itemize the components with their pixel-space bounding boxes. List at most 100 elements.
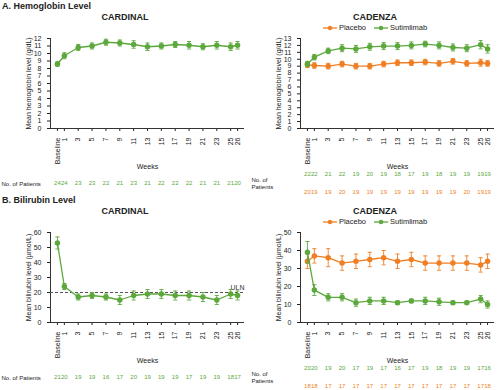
svg-text:20: 20 bbox=[234, 180, 241, 186]
svg-text:19: 19 bbox=[422, 365, 429, 371]
svg-text:18: 18 bbox=[436, 171, 443, 177]
svg-text:7: 7 bbox=[38, 72, 42, 79]
svg-text:18: 18 bbox=[436, 365, 443, 371]
svg-text:5: 5 bbox=[338, 331, 345, 335]
svg-text:19: 19 bbox=[158, 374, 165, 380]
svg-text:9: 9 bbox=[116, 331, 123, 335]
svg-text:9: 9 bbox=[116, 137, 123, 141]
svg-text:20: 20 bbox=[61, 374, 68, 380]
svg-text:17: 17 bbox=[463, 383, 470, 389]
svg-text:7: 7 bbox=[102, 137, 109, 141]
svg-text:8: 8 bbox=[288, 69, 292, 76]
svg-text:19: 19 bbox=[353, 189, 360, 195]
svg-text:19: 19 bbox=[422, 189, 429, 195]
svg-text:19: 19 bbox=[435, 137, 442, 145]
svg-text:19: 19 bbox=[325, 365, 332, 371]
svg-text:1: 1 bbox=[38, 117, 42, 124]
svg-text:10: 10 bbox=[34, 50, 42, 57]
svg-text:3: 3 bbox=[324, 331, 331, 335]
svg-text:19: 19 bbox=[422, 171, 429, 177]
svg-text:10: 10 bbox=[284, 301, 292, 308]
svg-text:19: 19 bbox=[353, 171, 360, 177]
svg-text:17: 17 bbox=[171, 331, 178, 339]
svg-text:23: 23 bbox=[130, 180, 137, 186]
svg-text:11: 11 bbox=[34, 42, 41, 49]
svg-text:7: 7 bbox=[352, 137, 359, 141]
svg-text:11: 11 bbox=[380, 331, 387, 338]
svg-text:4: 4 bbox=[38, 95, 42, 102]
svg-text:0: 0 bbox=[288, 125, 292, 132]
svg-text:21: 21 bbox=[449, 331, 456, 339]
svg-text:26: 26 bbox=[234, 331, 241, 339]
svg-text:50: 50 bbox=[284, 229, 292, 236]
svg-text:23: 23 bbox=[463, 137, 470, 145]
svg-text:19: 19 bbox=[75, 374, 82, 380]
svg-text:19: 19 bbox=[380, 189, 387, 195]
svg-text:0: 0 bbox=[288, 319, 292, 326]
svg-text:17: 17 bbox=[422, 383, 429, 389]
svg-text:2: 2 bbox=[288, 111, 292, 118]
svg-text:19: 19 bbox=[450, 171, 457, 177]
svg-text:Weeks: Weeks bbox=[387, 357, 409, 364]
svg-text:19: 19 bbox=[435, 331, 442, 339]
svg-text:13: 13 bbox=[144, 331, 151, 339]
svg-text:18: 18 bbox=[311, 383, 318, 389]
svg-text:15: 15 bbox=[158, 331, 165, 339]
svg-text:11: 11 bbox=[380, 137, 387, 144]
svg-text:17: 17 bbox=[421, 137, 428, 145]
svg-text:3: 3 bbox=[288, 104, 292, 111]
svg-text:5: 5 bbox=[88, 137, 95, 141]
svg-text:1: 1 bbox=[311, 331, 318, 335]
svg-text:11: 11 bbox=[130, 331, 137, 338]
svg-text:13: 13 bbox=[394, 137, 401, 145]
svg-text:19: 19 bbox=[366, 189, 373, 195]
svg-text:19: 19 bbox=[484, 171, 491, 177]
svg-text:11: 11 bbox=[130, 137, 137, 144]
svg-text:19: 19 bbox=[380, 171, 387, 177]
svg-text:15: 15 bbox=[408, 137, 415, 145]
svg-text:21: 21 bbox=[200, 180, 207, 186]
svg-text:19: 19 bbox=[484, 189, 491, 195]
svg-text:22: 22 bbox=[103, 180, 110, 186]
svg-text:10: 10 bbox=[284, 56, 292, 63]
svg-text:9: 9 bbox=[38, 57, 42, 64]
svg-text:Mean bilirubin level (µmol/L): Mean bilirubin level (µmol/L) bbox=[275, 234, 283, 322]
svg-text:12: 12 bbox=[284, 42, 292, 49]
svg-text:17: 17 bbox=[436, 383, 443, 389]
svg-text:2: 2 bbox=[38, 110, 42, 117]
svg-text:20: 20 bbox=[339, 365, 346, 371]
svg-text:18: 18 bbox=[394, 171, 401, 177]
svg-text:Mean bilirubin level (µmol/L): Mean bilirubin level (µmol/L) bbox=[25, 234, 33, 322]
svg-text:15: 15 bbox=[158, 137, 165, 145]
svg-text:17: 17 bbox=[171, 137, 178, 145]
svg-text:21: 21 bbox=[144, 180, 151, 186]
svg-text:5: 5 bbox=[88, 331, 95, 335]
svg-text:5: 5 bbox=[338, 137, 345, 141]
svg-text:3: 3 bbox=[74, 331, 81, 335]
svg-text:1: 1 bbox=[288, 118, 292, 125]
svg-text:40: 40 bbox=[34, 259, 42, 266]
svg-text:6: 6 bbox=[288, 83, 292, 90]
svg-text:19: 19 bbox=[450, 365, 457, 371]
svg-text:17: 17 bbox=[116, 374, 123, 380]
svg-text:21: 21 bbox=[449, 137, 456, 145]
svg-text:13: 13 bbox=[394, 331, 401, 339]
svg-text:22: 22 bbox=[172, 180, 179, 186]
svg-text:60: 60 bbox=[34, 229, 42, 236]
svg-text:15: 15 bbox=[408, 331, 415, 339]
svg-text:19: 19 bbox=[463, 171, 470, 177]
svg-text:21: 21 bbox=[199, 137, 206, 145]
svg-text:16: 16 bbox=[394, 365, 401, 371]
svg-text:17: 17 bbox=[234, 374, 241, 380]
svg-text:No. ofPatients: No. ofPatients bbox=[252, 371, 274, 384]
svg-text:16: 16 bbox=[484, 365, 491, 371]
svg-text:10: 10 bbox=[34, 304, 42, 311]
svg-text:0: 0 bbox=[38, 319, 42, 326]
svg-text:9: 9 bbox=[366, 137, 373, 141]
svg-text:Weeks: Weeks bbox=[137, 357, 159, 364]
svg-text:17: 17 bbox=[339, 383, 346, 389]
svg-text:7: 7 bbox=[288, 76, 292, 83]
svg-text:23: 23 bbox=[213, 331, 220, 339]
svg-text:17: 17 bbox=[450, 383, 457, 389]
svg-text:21: 21 bbox=[325, 171, 332, 177]
